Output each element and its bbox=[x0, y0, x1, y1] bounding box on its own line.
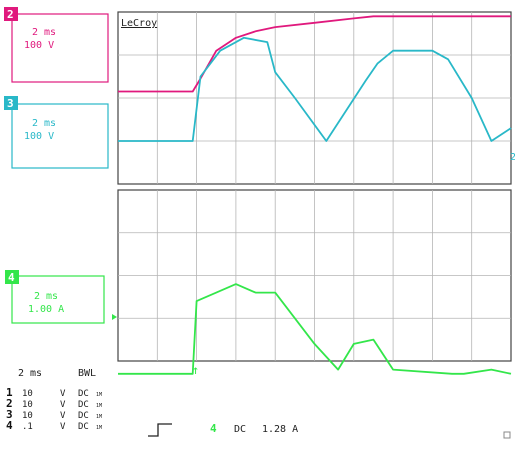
ch4-info-box bbox=[11, 275, 105, 324]
trigger-edge-icon bbox=[148, 423, 172, 437]
status-row-coupling: DC bbox=[78, 422, 89, 432]
status-row-unit: V bbox=[60, 400, 66, 410]
ch2-scale: 100 V bbox=[24, 40, 54, 51]
status-channel-rows: 1 10 V DC 1M 2 10 V DC 1M 3 10 V DC 1M 4 .1 V DC 1M bbox=[6, 386, 102, 432]
ch2-badge bbox=[4, 7, 18, 21]
status-row-volts: .1 bbox=[22, 422, 33, 432]
status-row-number: 4 bbox=[6, 419, 13, 432]
status-row-probe: 1M bbox=[96, 425, 102, 431]
ch3-scale: 100 V bbox=[24, 131, 54, 142]
trace-layer bbox=[118, 15, 512, 375]
ch4-trace bbox=[118, 283, 512, 375]
top-grid bbox=[118, 12, 511, 184]
status-row-coupling: DC bbox=[78, 400, 89, 410]
ch4-ground-marker bbox=[112, 314, 117, 320]
ch3-offscreen-marker: 2 bbox=[510, 152, 515, 163]
ch4-timebase: 2 ms bbox=[34, 291, 58, 302]
ch4-badge bbox=[5, 270, 19, 284]
ch2-number: 2 bbox=[7, 8, 14, 21]
bottom-grid bbox=[118, 190, 511, 361]
status-row-number: 3 bbox=[6, 408, 13, 421]
ch4-number: 4 bbox=[8, 271, 15, 284]
ch3-timebase: 2 ms bbox=[32, 118, 56, 129]
corner-indicator bbox=[503, 431, 511, 439]
status-bwl: BWL bbox=[78, 368, 96, 379]
status-row-unit: V bbox=[60, 422, 66, 432]
status-row-number: 2 bbox=[6, 397, 13, 410]
ch4-scale: 1.00 A bbox=[28, 304, 64, 315]
status-row-probe: 1M bbox=[96, 392, 102, 398]
status-timebase: 2 ms bbox=[18, 368, 42, 379]
status-row-volts: 10 bbox=[22, 400, 33, 410]
ch2-info-box bbox=[11, 13, 109, 83]
status-row-unit: V bbox=[60, 411, 66, 421]
trigger-position-marker: ↑ bbox=[192, 363, 199, 377]
trigger-channel: 4 bbox=[210, 422, 217, 435]
ch2-timebase: 2 ms bbox=[32, 27, 56, 38]
ch3-badge bbox=[4, 96, 18, 110]
status-row-unit: V bbox=[60, 389, 66, 399]
ch3-info-box bbox=[11, 103, 109, 169]
status-row-coupling: DC bbox=[78, 411, 89, 421]
status-row-probe: 1M bbox=[96, 403, 102, 409]
brand-label: LeCroy bbox=[121, 18, 157, 29]
trigger-level: 1.28 A bbox=[262, 424, 298, 435]
status-row-volts: 10 bbox=[22, 411, 33, 421]
ch3-trace bbox=[118, 36, 512, 142]
ch3-number: 3 bbox=[7, 97, 14, 110]
status-row-number: 1 bbox=[6, 386, 13, 399]
status-row-coupling: DC bbox=[78, 389, 89, 399]
status-row-probe: 1M bbox=[96, 414, 102, 420]
status-row-volts: 10 bbox=[22, 389, 33, 399]
trigger-coupling: DC bbox=[234, 424, 246, 435]
